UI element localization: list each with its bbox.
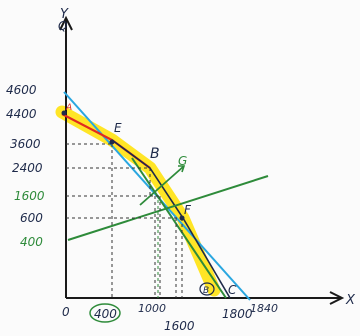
x-tick-1840: 1840 (250, 302, 278, 315)
point-bottom-circle (199, 282, 215, 296)
point-F-label: F (184, 203, 192, 217)
point-B-label: B (150, 146, 160, 162)
x-tick-400: 400 (94, 307, 117, 321)
x-axis-label: X (345, 293, 356, 308)
green-line-steep (131, 157, 227, 299)
y-tick-600: 600 (20, 211, 43, 225)
green-line-G (139, 165, 185, 206)
y-axis-arrow (59, 15, 73, 31)
point-A-marker (61, 110, 67, 116)
x-tick-1600: 1600 (164, 319, 195, 333)
y-axis-label: Y (60, 7, 69, 22)
y-tick-4600: 4600 (6, 83, 37, 97)
green-line-flat (67, 175, 269, 241)
y-axis-label-top: Q (58, 19, 67, 33)
point-F-marker (179, 215, 185, 221)
x-tick-0: 0 (62, 305, 70, 319)
frontier-line (111, 139, 231, 299)
x-tick-1800: 1800 (222, 307, 253, 321)
green-arrow-G (178, 165, 186, 173)
point-C-label: C (228, 283, 237, 297)
y-tick-4400: 4400 (6, 107, 37, 121)
x-axis-arrow (329, 291, 345, 305)
x-tick-400-circle (89, 303, 121, 323)
point-G-label: G (178, 154, 187, 168)
y-tick-400: 400 (20, 235, 43, 249)
x-tick-1000: 1000 (138, 302, 166, 315)
point-E-label: E (114, 121, 122, 135)
point-bottom-label: B (203, 286, 209, 296)
y-tick-3600: 3600 (10, 137, 41, 151)
point-A-label: A (65, 103, 72, 113)
y-tick-2400: 2400 (12, 161, 43, 175)
dashed-guides (66, 143, 183, 298)
y-tick-1600: 1600 (14, 189, 45, 203)
point-E-marker (109, 139, 115, 145)
